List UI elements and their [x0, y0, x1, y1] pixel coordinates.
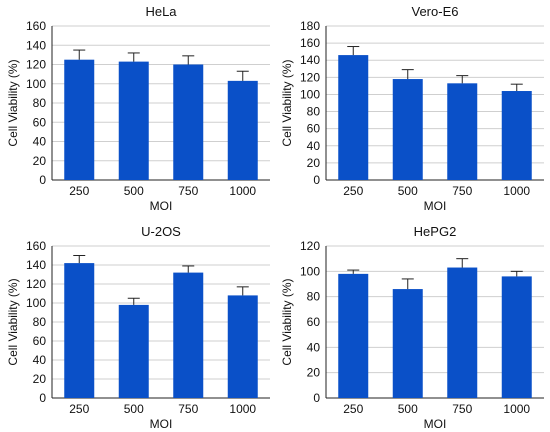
x-axis-label: MOI [150, 199, 173, 213]
x-tick-label: 500 [398, 184, 418, 198]
x-tick-label: 250 [343, 402, 363, 416]
chart-panel-4: 0 20 40 60 80 100 120 250 500 750 1000 HePG2 MOI Cell… [280, 224, 544, 431]
x-axis-label: MOI [150, 417, 173, 431]
bar [338, 273, 369, 398]
bar [118, 304, 149, 398]
y-tick-label: 100 [300, 87, 320, 101]
bar [173, 272, 204, 398]
y-tick-label: 60 [33, 334, 47, 348]
x-tick-label: 500 [124, 402, 144, 416]
x-tick-label: 750 [178, 402, 198, 416]
bar [64, 59, 95, 180]
y-tick-label: 140 [300, 53, 320, 67]
bar [338, 55, 369, 180]
x-axis-label: MOI [424, 417, 447, 431]
y-tick-label: 0 [313, 173, 320, 187]
x-axis-label: MOI [424, 199, 447, 213]
y-tick-label: 0 [313, 391, 320, 405]
x-tick-label: 250 [343, 184, 363, 198]
y-tick-label: 180 [300, 19, 320, 33]
bar [118, 61, 149, 180]
y-tick-label: 40 [33, 135, 47, 149]
x-tick-label: 250 [69, 402, 89, 416]
x-tick-label: 1000 [229, 184, 256, 198]
x-tick-label: 750 [452, 184, 472, 198]
y-tick-label: 60 [33, 115, 47, 129]
y-tick-label: 120 [26, 277, 46, 291]
y-tick-label: 20 [307, 156, 321, 170]
y-tick-label: 20 [307, 366, 321, 380]
y-axis-label: Cell Viability (%) [280, 278, 294, 365]
y-tick-label: 160 [300, 36, 320, 50]
y-tick-label: 80 [307, 290, 321, 304]
bar [227, 295, 258, 398]
y-tick-label: 60 [307, 122, 321, 136]
y-tick-label: 140 [26, 258, 46, 272]
y-tick-label: 120 [300, 239, 320, 253]
y-tick-label: 100 [26, 77, 46, 91]
chart-title: U-2OS [141, 224, 181, 239]
x-tick-label: 1000 [503, 402, 530, 416]
x-tick-label: 750 [452, 402, 472, 416]
bar [392, 79, 423, 180]
y-tick-label: 140 [26, 38, 46, 52]
y-tick-label: 40 [33, 353, 47, 367]
bar [447, 83, 478, 180]
x-tick-label: 750 [178, 184, 198, 198]
bar [64, 263, 95, 398]
bar [447, 267, 478, 398]
y-tick-label: 40 [307, 340, 321, 354]
y-tick-label: 20 [33, 372, 47, 386]
y-tick-label: 160 [26, 19, 46, 33]
y-tick-label: 160 [26, 239, 46, 253]
y-tick-label: 80 [33, 96, 47, 110]
bar [173, 64, 204, 180]
chart-panel-3: 0 20 40 60 80 100 120 140 160 250 500 750 1000 U-2OS M… [6, 224, 270, 431]
y-tick-label: 120 [26, 58, 46, 72]
x-tick-label: 250 [69, 184, 89, 198]
y-tick-label: 0 [39, 173, 46, 187]
chart-title: Vero-E6 [412, 4, 459, 19]
y-tick-label: 40 [307, 139, 321, 153]
bar [501, 276, 532, 398]
x-tick-label: 1000 [229, 402, 256, 416]
x-tick-label: 1000 [503, 184, 530, 198]
chart-panel-1: 0 20 40 60 80 100 120 140 160 250 500 750 1000 HeLa MO… [6, 4, 270, 213]
chart-title: HeLa [145, 4, 177, 19]
y-tick-label: 20 [33, 154, 47, 168]
y-tick-label: 60 [307, 315, 321, 329]
y-tick-label: 100 [26, 296, 46, 310]
x-tick-label: 500 [398, 402, 418, 416]
bar [227, 80, 258, 180]
y-axis-label: Cell Viability (%) [6, 278, 20, 365]
y-tick-label: 80 [33, 315, 47, 329]
bar [501, 91, 532, 180]
y-tick-label: 100 [300, 264, 320, 278]
chart-title: HePG2 [414, 224, 457, 239]
y-axis-label: Cell Viability (%) [280, 59, 294, 146]
bar [392, 289, 423, 398]
y-tick-label: 120 [300, 70, 320, 84]
y-tick-label: 0 [39, 391, 46, 405]
chart-panel-2: 0 20 40 60 80 100 120 140 160 180 250 500 750 1000 Ver… [280, 4, 544, 213]
y-tick-label: 80 [307, 105, 321, 119]
y-axis-label: Cell Viability (%) [6, 59, 20, 146]
x-tick-label: 500 [124, 184, 144, 198]
